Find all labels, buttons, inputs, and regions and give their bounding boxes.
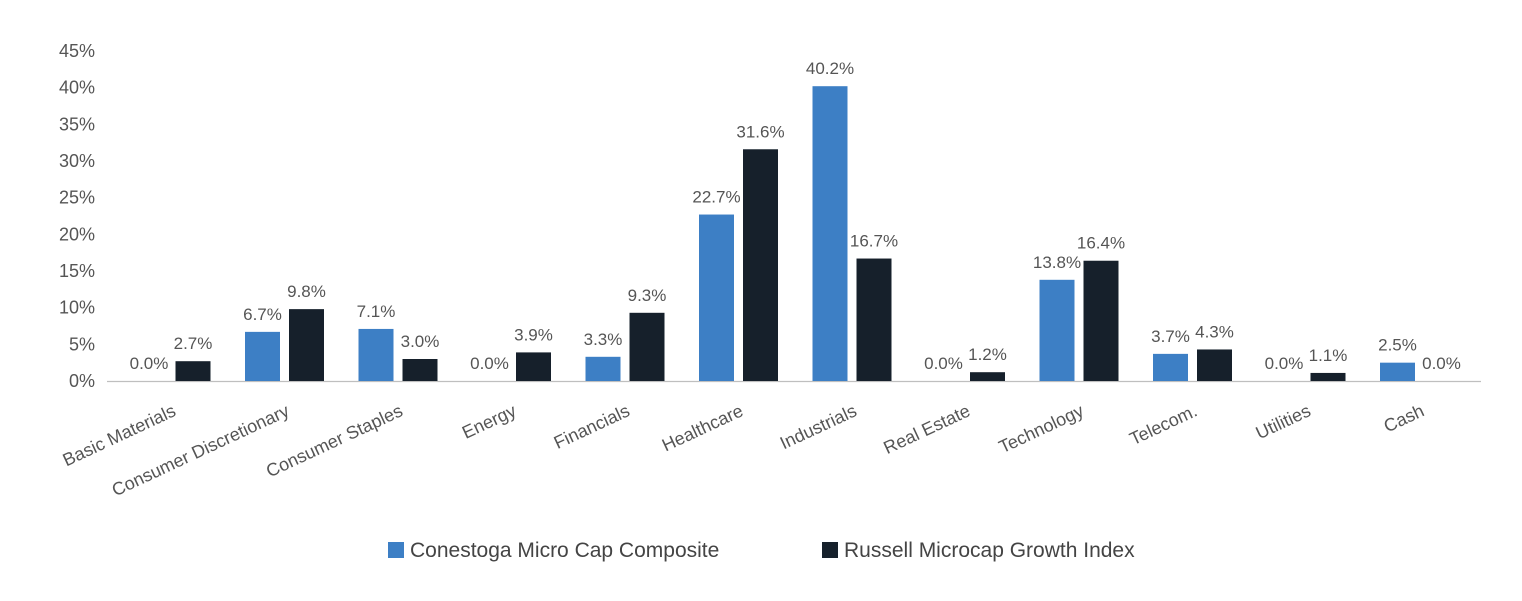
data-label: 22.7% (692, 188, 740, 207)
bar-russell-industrials (856, 258, 892, 381)
legend-label: Russell Microcap Growth Index (844, 539, 1135, 562)
data-label: 0.0% (470, 354, 509, 373)
legend-label: Conestoga Micro Cap Composite (410, 539, 719, 562)
data-label: 0.0% (1422, 354, 1461, 373)
category-label: Utilities (1253, 400, 1314, 443)
data-label: 0.0% (924, 354, 963, 373)
data-label: 3.0% (401, 332, 440, 351)
data-label: 6.7% (243, 305, 282, 324)
y-tick-label: 10% (59, 298, 95, 318)
data-label: 9.8% (287, 282, 326, 301)
category-label: Real Estate (880, 400, 973, 457)
bar-russell-utilities (1310, 372, 1346, 381)
data-label: 16.4% (1077, 234, 1125, 253)
y-tick-label: 20% (59, 224, 95, 244)
bar-russell-basic-materials (175, 361, 211, 381)
y-tick-label: 40% (59, 78, 95, 98)
category-label: Healthcare (659, 400, 746, 455)
data-label: 3.3% (584, 330, 623, 349)
data-label: 2.7% (174, 334, 213, 353)
bar-russell-energy (516, 352, 551, 381)
legend-swatch (388, 542, 404, 558)
bar-conestoga-cash (1380, 362, 1415, 381)
bar-russell-real-estate (970, 372, 1005, 381)
data-labels-group: 0.0% 2.7% 6.7% 9.8% 7.1% 3.0% 0.0% 3.9% 3.3% 9.3%… (130, 59, 1461, 373)
legend: Conestoga Micro Cap Composite Russell Mic… (388, 539, 1135, 562)
legend-swatch (822, 542, 838, 558)
category-label: Financials (551, 400, 633, 452)
bar-conestoga-healthcare (699, 214, 734, 381)
data-label: 3.7% (1151, 327, 1190, 346)
bars-group (175, 86, 1415, 381)
data-label: 3.9% (514, 325, 553, 344)
bar-conestoga-telecom (1153, 353, 1188, 381)
y-tick-label: 30% (59, 151, 95, 171)
bar-russell-telecom (1197, 349, 1232, 381)
y-tick-label: 0% (69, 371, 95, 391)
data-label: 31.6% (736, 122, 784, 141)
y-tick-label: 15% (59, 261, 95, 281)
data-label: 1.1% (1309, 346, 1348, 365)
bar-conestoga-industrials (812, 86, 848, 381)
bar-conestoga-technology (1039, 279, 1075, 381)
y-tick-label: 25% (59, 188, 95, 208)
bar-russell-consumer-staples (402, 359, 438, 381)
data-label: 1.2% (968, 345, 1007, 364)
data-label: 16.7% (850, 232, 898, 251)
data-label: 9.3% (628, 286, 667, 305)
data-label: 0.0% (130, 354, 169, 373)
bar-conestoga-financials (585, 356, 621, 381)
category-label: Industrials (777, 400, 860, 453)
data-label: 4.3% (1195, 322, 1234, 341)
bar-conestoga-consumer-staples (358, 328, 394, 381)
category-label: Energy (459, 400, 519, 442)
bar-russell-consumer-discretionary (289, 309, 324, 381)
data-label: 40.2% (806, 59, 854, 78)
y-axis: 0% 5% 10% 15% 20% 25% 30% 35% 40% 45% (59, 41, 1481, 391)
data-label: 13.8% (1033, 253, 1081, 272)
y-tick-label: 45% (59, 41, 95, 61)
data-label: 0.0% (1265, 354, 1304, 373)
category-label: Cash (1381, 400, 1428, 436)
bar-russell-healthcare (743, 149, 778, 381)
bar-conestoga-consumer-discretionary (245, 331, 280, 381)
category-label: Technology (996, 400, 1087, 457)
data-label: 2.5% (1378, 336, 1417, 355)
category-label: Telecom. (1126, 400, 1200, 449)
bar-russell-technology (1083, 260, 1119, 381)
y-tick-label: 5% (69, 334, 95, 354)
bar-russell-financials (629, 312, 665, 381)
data-label: 7.1% (357, 302, 396, 321)
y-tick-label: 35% (59, 114, 95, 134)
